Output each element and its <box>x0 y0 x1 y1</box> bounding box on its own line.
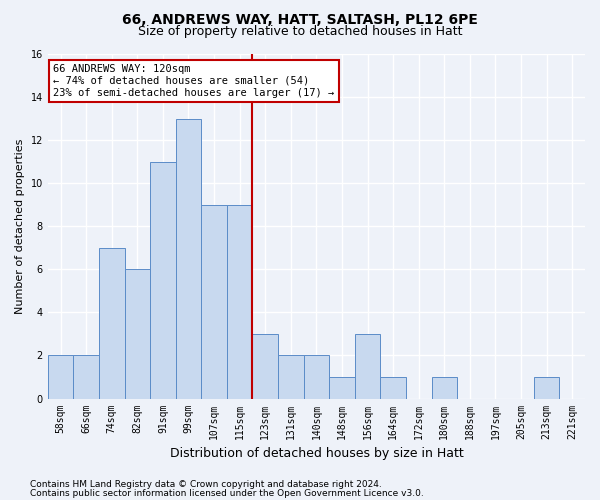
Bar <box>380 377 406 398</box>
Text: Size of property relative to detached houses in Hatt: Size of property relative to detached ho… <box>138 25 462 38</box>
Bar <box>329 377 355 398</box>
Bar <box>227 204 253 398</box>
Bar <box>304 356 329 399</box>
Bar <box>73 356 99 399</box>
Text: 66 ANDREWS WAY: 120sqm
← 74% of detached houses are smaller (54)
23% of semi-det: 66 ANDREWS WAY: 120sqm ← 74% of detached… <box>53 64 334 98</box>
Bar <box>253 334 278 398</box>
Bar <box>278 356 304 399</box>
Bar <box>150 162 176 398</box>
X-axis label: Distribution of detached houses by size in Hatt: Distribution of detached houses by size … <box>170 447 463 460</box>
Bar <box>176 118 201 398</box>
Bar <box>355 334 380 398</box>
Text: Contains public sector information licensed under the Open Government Licence v3: Contains public sector information licen… <box>30 490 424 498</box>
Bar <box>48 356 73 399</box>
Bar <box>201 204 227 398</box>
Text: Contains HM Land Registry data © Crown copyright and database right 2024.: Contains HM Land Registry data © Crown c… <box>30 480 382 489</box>
Text: 66, ANDREWS WAY, HATT, SALTASH, PL12 6PE: 66, ANDREWS WAY, HATT, SALTASH, PL12 6PE <box>122 12 478 26</box>
Bar <box>125 270 150 398</box>
Bar <box>99 248 125 398</box>
Bar <box>431 377 457 398</box>
Y-axis label: Number of detached properties: Number of detached properties <box>15 138 25 314</box>
Bar <box>534 377 559 398</box>
